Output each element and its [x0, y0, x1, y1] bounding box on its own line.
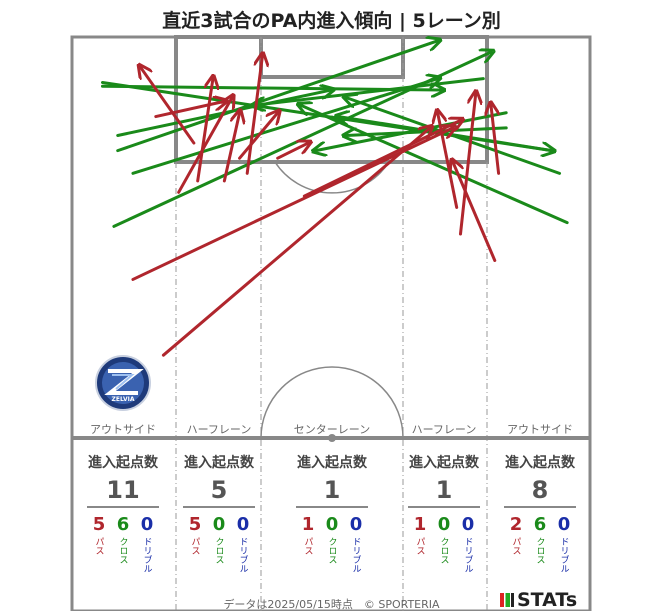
team-logo-text: ZELVIA — [112, 396, 135, 403]
stat-pass-label: パス — [510, 537, 521, 555]
stat-pass-label: パス — [189, 537, 200, 555]
stat-cross-count: 6 — [533, 514, 547, 535]
stat-pass-label: パス — [93, 537, 104, 555]
stat-cross-label: クロス — [213, 537, 224, 564]
stat-dribble-label: ドリブル — [462, 537, 473, 573]
pass-arrow — [238, 113, 278, 160]
pass-arrow — [276, 143, 308, 160]
stat-dribble-label: ドリブル — [558, 537, 569, 573]
stat-rule — [296, 506, 368, 508]
centre-spot — [328, 434, 336, 442]
stat-head: 進入起点数 — [505, 455, 575, 471]
stat-head: 進入起点数 — [88, 455, 158, 471]
stat-dribble-count: 0 — [461, 514, 475, 535]
cross-arrow — [301, 105, 569, 225]
cross-arrow — [116, 41, 438, 153]
lane-label-right-outside: アウトサイド — [507, 423, 573, 436]
stat-dribble-label: ドリブル — [237, 537, 248, 573]
pass-arrow — [459, 94, 476, 236]
stat-pass-count: 5 — [92, 514, 106, 535]
stat-pass-count: 1 — [301, 514, 315, 535]
stat-pass-count: 1 — [413, 514, 427, 535]
lane-label-left-outside: アウトサイド — [90, 423, 156, 436]
arrow-layer — [100, 41, 569, 357]
cross-arrow — [131, 79, 438, 175]
stat-rule — [183, 506, 255, 508]
stat-head: 進入起点数 — [184, 455, 254, 471]
pass-arrow — [245, 56, 262, 175]
pass-arrow — [222, 113, 239, 183]
pass-arrow — [491, 105, 501, 175]
team-logo: ZELVIA — [95, 355, 151, 411]
lane-stats-right-halfspace: 進入起点数 1 1 パス 0 クロス 0 ドリブル — [389, 452, 499, 573]
lane-label-right-halfspace: ハーフレーン — [411, 423, 477, 436]
stat-pass-count: 2 — [509, 514, 523, 535]
stats-brand-logo: STATs — [500, 589, 577, 611]
pass-arrow — [141, 67, 196, 145]
stat-cross-count: 6 — [116, 514, 130, 535]
stat-dribble-count: 0 — [557, 514, 571, 535]
stat-rule — [504, 506, 576, 508]
stat-cross-count: 0 — [212, 514, 226, 535]
lane-stats-left-outside: 進入起点数 11 5 パス 6 クロス 0 ドリブル — [68, 452, 178, 573]
stat-total: 11 — [106, 476, 140, 504]
penalty-arc — [274, 161, 390, 194]
stat-pass-count: 5 — [188, 514, 202, 535]
stat-cross-count: 0 — [437, 514, 451, 535]
stats-brand-text: STATs — [517, 589, 578, 611]
pass-arrow — [161, 128, 430, 357]
stats-bars-icon — [500, 593, 514, 607]
stat-pass-label: パス — [414, 537, 425, 555]
stat-dribble-label: ドリブル — [350, 537, 361, 573]
stat-rule — [408, 506, 480, 508]
stat-cross-label: クロス — [326, 537, 337, 564]
stat-total: 5 — [210, 476, 228, 504]
stat-dribble-count: 0 — [349, 514, 363, 535]
stat-head: 進入起点数 — [409, 455, 479, 471]
stat-dribble-count: 0 — [236, 514, 250, 535]
stat-pass-label: パス — [302, 537, 313, 555]
stat-total: 1 — [323, 476, 341, 504]
stat-dribble-label: ドリブル — [141, 537, 152, 573]
stat-cross-label: クロス — [438, 537, 449, 564]
cross-arrow — [255, 77, 485, 106]
goal-area — [259, 35, 405, 79]
centre-circle — [260, 366, 404, 439]
lane-label-left-halfspace: ハーフレーン — [186, 423, 252, 436]
lane-stats-right-outside: 進入起点数 8 2 パス 6 クロス 0 ドリブル — [485, 452, 595, 573]
lane-label-center: センターレーン — [293, 423, 371, 436]
chart-title: 直近3試合のPA内進入傾向 | 5レーン別 — [162, 10, 501, 32]
stat-rule — [87, 506, 159, 508]
lane-stats-left-halfspace: 進入起点数 5 5 パス 0 クロス 0 ドリブル — [164, 452, 274, 573]
pass-arrow — [154, 101, 225, 119]
stat-total: 8 — [531, 476, 549, 504]
stat-dribble-count: 0 — [140, 514, 154, 535]
stat-cross-label: クロス — [534, 537, 545, 564]
lane-stats-center: 進入起点数 1 1 パス 0 クロス 0 ドリブル — [277, 452, 387, 573]
stat-cross-count: 0 — [325, 514, 339, 535]
footer-note: データは2025/05/15時点 © SPORTERIA — [223, 598, 440, 611]
pass-arrow — [196, 79, 213, 183]
pass-arrow — [438, 113, 459, 209]
stat-head: 進入起点数 — [297, 455, 367, 471]
stat-cross-label: クロス — [117, 537, 128, 564]
pass-arrow — [302, 120, 460, 198]
stat-total: 1 — [435, 476, 453, 504]
pass-arrow — [453, 162, 497, 262]
pass-arrow — [177, 98, 232, 194]
